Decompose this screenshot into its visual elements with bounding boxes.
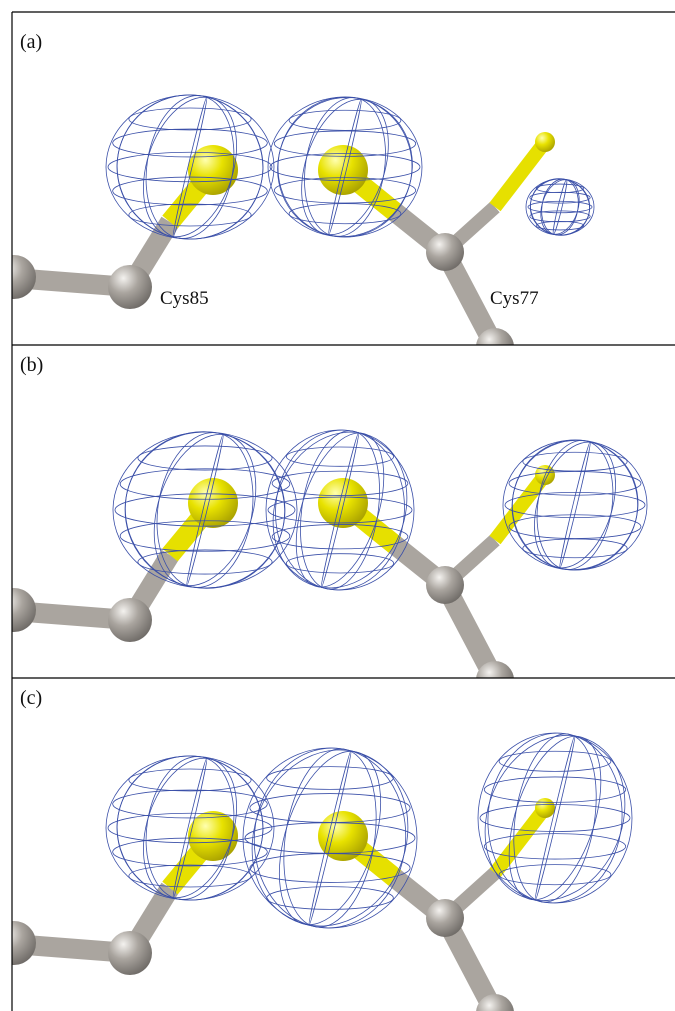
page: (a) Cys85 Cys77 (b) (c) (() => { const d… bbox=[0, 0, 675, 1011]
mesh-line bbox=[484, 777, 625, 802]
panel-label: (b) bbox=[20, 354, 43, 376]
figure: (a) Cys85 Cys77 (b) (c) bbox=[0, 0, 675, 1011]
mesh-line bbox=[267, 767, 394, 790]
mesh-line bbox=[552, 179, 569, 234]
mesh-line bbox=[138, 446, 272, 470]
mesh-line bbox=[499, 751, 611, 771]
mesh-line bbox=[523, 539, 627, 558]
mesh-line bbox=[499, 865, 611, 885]
mesh-line bbox=[558, 441, 592, 568]
mesh-line bbox=[509, 515, 641, 539]
mesh-line bbox=[267, 887, 394, 910]
mesh-group bbox=[95, 714, 649, 950]
mesh-line bbox=[503, 728, 608, 908]
mesh-line bbox=[484, 834, 625, 859]
residue-label: Cys77 bbox=[490, 288, 539, 309]
panel: (a) Cys85 Cys77 bbox=[0, 31, 598, 366]
residue-label: Cys85 bbox=[160, 288, 209, 309]
mesh-line bbox=[528, 435, 621, 575]
mesh-line bbox=[286, 447, 393, 466]
mesh-line bbox=[113, 129, 268, 157]
panel: (c) bbox=[0, 687, 649, 1011]
mesh-line bbox=[129, 769, 251, 791]
mesh-group bbox=[101, 407, 657, 612]
mesh-line bbox=[286, 554, 393, 573]
panel-label: (c) bbox=[20, 687, 42, 709]
mesh-line bbox=[113, 790, 268, 818]
mesh-line bbox=[289, 110, 401, 130]
panel-label: (a) bbox=[20, 31, 42, 53]
mesh-line bbox=[509, 471, 641, 495]
panel: (b) bbox=[0, 354, 658, 699]
mesh-line bbox=[129, 108, 251, 130]
mesh-line bbox=[523, 452, 627, 471]
